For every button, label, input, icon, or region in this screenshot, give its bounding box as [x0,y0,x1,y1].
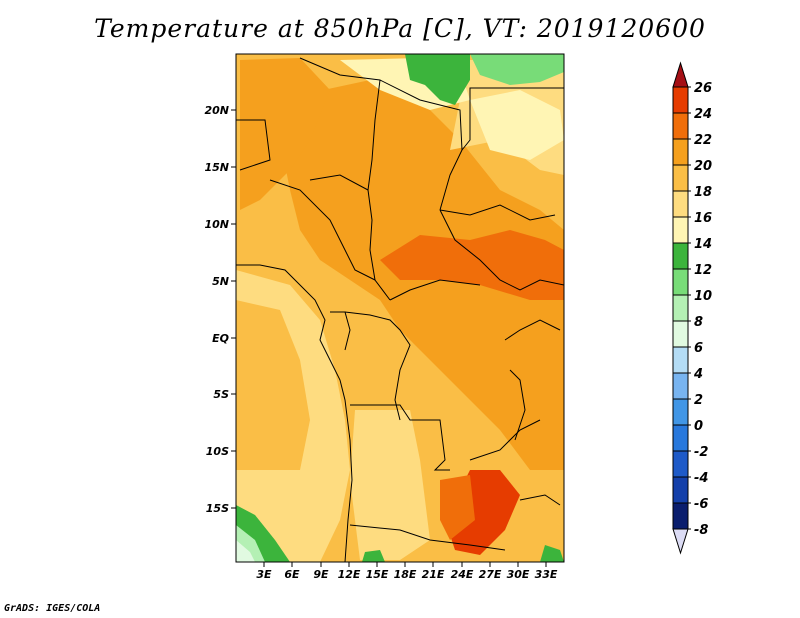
lon-label: 18E [394,568,417,581]
colorbar-box [672,268,689,296]
colorbar-label: -6 [694,497,708,512]
colorbar-label: 20 [694,159,712,174]
temperature-field [236,54,564,562]
lat-label: 15N [204,161,229,174]
colorbar-box [672,502,689,530]
lat-label: 10N [204,218,229,231]
colorbar-label: -8 [694,523,708,538]
colorbar-box [672,216,689,244]
lon-label: 27E [479,568,502,581]
colorbar-label: 18 [694,185,712,200]
colorbar-label: 10 [694,289,712,304]
colorbar-label: 2 [694,393,703,408]
colorbar-box [672,476,689,504]
lat-axis: 20N 15N 10N 5N EQ 5S 10S 15S [204,104,236,515]
colorbar-box [672,112,689,140]
lon-label: 24E [451,568,474,581]
map-title: Temperature at 850hPa [C], VT: 201912060… [94,14,706,43]
colorbar-label: 6 [694,341,703,356]
colorbar-box [672,164,689,192]
lat-label: 20N [204,104,229,117]
colorbar-box [672,450,689,478]
colorbar-box [672,294,689,322]
colorbar-box [672,372,689,400]
colorbar-box [672,86,689,114]
colorbar-box [672,190,689,218]
colorbar-box [672,346,689,374]
lon-label: 12E [338,568,361,581]
lat-label: 15S [206,502,229,515]
colorbar-label: 22 [694,133,712,148]
map-frame [235,53,565,563]
colorbar-label: 14 [694,237,712,252]
lon-label: 3E [256,568,272,581]
lon-label: 33E [535,568,558,581]
lon-label: 21E [422,568,445,581]
colorbar-label: -4 [694,471,708,486]
colorbar-box [672,398,689,426]
lon-axis: 3E 6E 9E 12E 15E 18E 21E 24E 27E 30E 33E [256,562,558,581]
lat-label: 5N [212,275,229,288]
lon-label: 15E [366,568,389,581]
colorbar-box [672,424,689,452]
colorbar-label: -2 [694,445,708,460]
grads-credit: GrADS: IGES/COLA [4,603,101,614]
colorbar-label: 8 [694,315,703,330]
colorbar-box [672,320,689,348]
colorbar-label: 26 [694,81,712,96]
colorbar-box [672,242,689,270]
colorbar-label: 24 [694,107,712,122]
colorbar-arrow-top [672,61,689,88]
colorbar-label: 12 [694,263,712,278]
lat-label: EQ [212,332,229,345]
colorbar-arrow-bottom [672,528,689,555]
country-boundaries [236,57,564,562]
lon-label: 9E [313,568,329,581]
lat-label: 10S [206,445,229,458]
colorbar-label: 16 [694,211,712,226]
lon-label: 6E [284,568,300,581]
lat-label: 5S [213,388,229,401]
colorbar-label: 0 [694,419,703,434]
colorbar-label: 4 [693,367,703,382]
colorbar-box [672,138,689,166]
lon-label: 30E [507,568,530,581]
